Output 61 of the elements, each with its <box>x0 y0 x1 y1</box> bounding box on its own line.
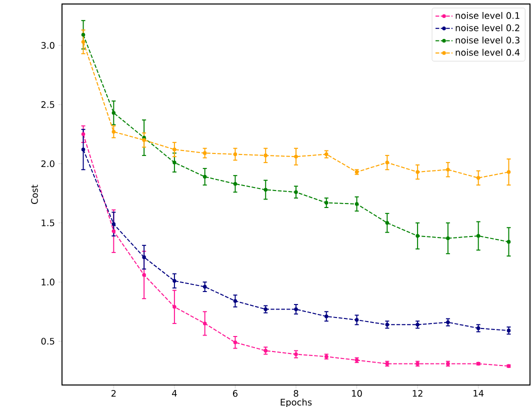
x-tick-label: 14 <box>474 390 484 397</box>
point <box>294 190 298 194</box>
x-tick-label: 2 <box>111 390 116 397</box>
point <box>142 273 146 277</box>
y-axis-title: Cost <box>31 184 38 204</box>
point <box>112 130 116 134</box>
point <box>81 32 86 37</box>
point <box>506 170 511 174</box>
point <box>264 188 268 192</box>
point <box>506 240 511 244</box>
y-tick-label: 2.0 <box>41 160 54 168</box>
point <box>142 255 146 260</box>
x-tick-label: 10 <box>352 390 362 397</box>
point <box>416 234 420 238</box>
point <box>172 305 176 309</box>
point <box>264 154 268 158</box>
point <box>354 202 359 206</box>
point <box>202 322 207 326</box>
point <box>81 148 86 152</box>
point <box>416 170 420 174</box>
point <box>112 222 116 226</box>
point <box>385 220 390 225</box>
y-tick-label: 0.5 <box>41 338 54 345</box>
point <box>446 168 450 172</box>
point <box>233 340 238 344</box>
point <box>172 148 176 152</box>
y-tick-label: 1.5 <box>42 220 54 226</box>
x-tick-label: 8 <box>294 390 298 397</box>
x-tick-label: 4 <box>172 390 177 397</box>
x-tick-label: 12 <box>412 390 422 397</box>
point <box>324 314 328 318</box>
point <box>112 110 116 115</box>
point <box>233 299 238 303</box>
point <box>172 160 176 164</box>
point <box>233 182 238 186</box>
point <box>446 236 450 240</box>
point <box>476 176 480 180</box>
y-tick-label: 1.0 <box>42 278 54 286</box>
x-axis-title: Epochs <box>280 398 312 407</box>
point <box>385 160 390 164</box>
point <box>81 40 86 44</box>
point <box>112 229 116 234</box>
legend-label: noise level 0.1 <box>456 12 520 19</box>
point <box>202 151 207 155</box>
legend-label: noise level 0.3 <box>456 36 520 44</box>
x-tick-label: 6 <box>232 390 238 397</box>
point <box>172 278 176 283</box>
point <box>233 152 238 156</box>
point <box>324 200 328 205</box>
point <box>202 174 207 179</box>
y-tick-label: 2.5 <box>41 101 54 108</box>
point <box>81 132 86 136</box>
point <box>142 138 146 142</box>
point <box>294 154 298 159</box>
point <box>294 307 298 312</box>
point <box>354 318 359 322</box>
legend-label: noise level 0.4 <box>456 48 520 56</box>
point <box>202 284 207 289</box>
point <box>476 234 480 238</box>
y-tick-label: 3.0 <box>41 42 54 49</box>
legend-label: noise level 0.2 <box>456 24 520 32</box>
